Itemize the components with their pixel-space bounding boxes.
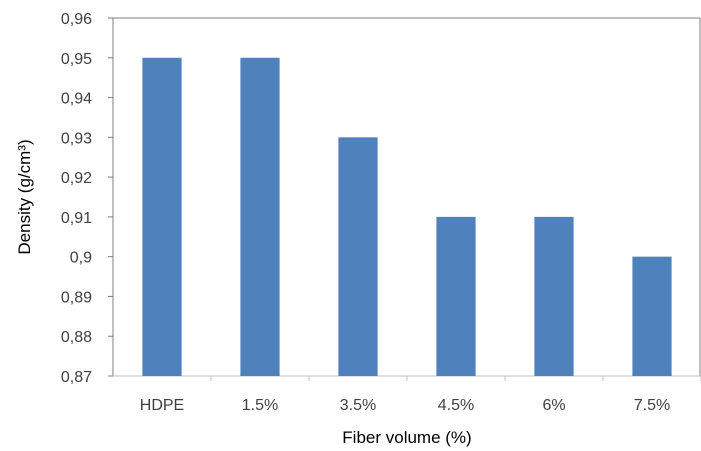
y-tick-label: 0,89 — [61, 289, 92, 306]
y-tick-label: 0,87 — [61, 369, 92, 386]
y-tick-label: 0,92 — [61, 170, 92, 187]
bars — [142, 57, 672, 377]
y-axis-title: Density (g/cm³) — [15, 139, 34, 254]
x-tick-label: HDPE — [140, 397, 184, 414]
plot-frame — [112, 17, 701, 377]
bar — [338, 137, 378, 376]
x-axis-title: Fiber volume (%) — [342, 428, 471, 447]
y-tick-label: 0,9 — [70, 250, 92, 267]
x-tick-label: 1.5% — [242, 397, 278, 414]
bar — [632, 256, 672, 376]
y-tick-label: 0,94 — [61, 91, 92, 108]
x-tick-label: 3.5% — [340, 397, 376, 414]
bar — [436, 216, 476, 376]
x-tick-label: 6% — [542, 397, 565, 414]
bar — [534, 216, 574, 376]
y-axis-ticks: 0,87 0,88 0,89 0,9 0,91 0,92 0,93 0,94 0,95 0,96 — [61, 11, 113, 386]
x-tick-label: 7.5% — [634, 397, 670, 414]
y-tick-label: 0,93 — [61, 130, 92, 147]
bar — [240, 57, 280, 377]
y-tick-label: 0,95 — [61, 51, 92, 68]
y-tick-label: 0,96 — [61, 11, 92, 28]
y-tick-label: 0,91 — [61, 210, 92, 227]
x-axis-ticks: HDPE 1.5% 3.5% 4.5% 6% 7.5% — [140, 376, 701, 414]
bar — [142, 57, 182, 377]
y-tick-label: 0,88 — [61, 329, 92, 346]
x-tick-label: 4.5% — [438, 397, 474, 414]
